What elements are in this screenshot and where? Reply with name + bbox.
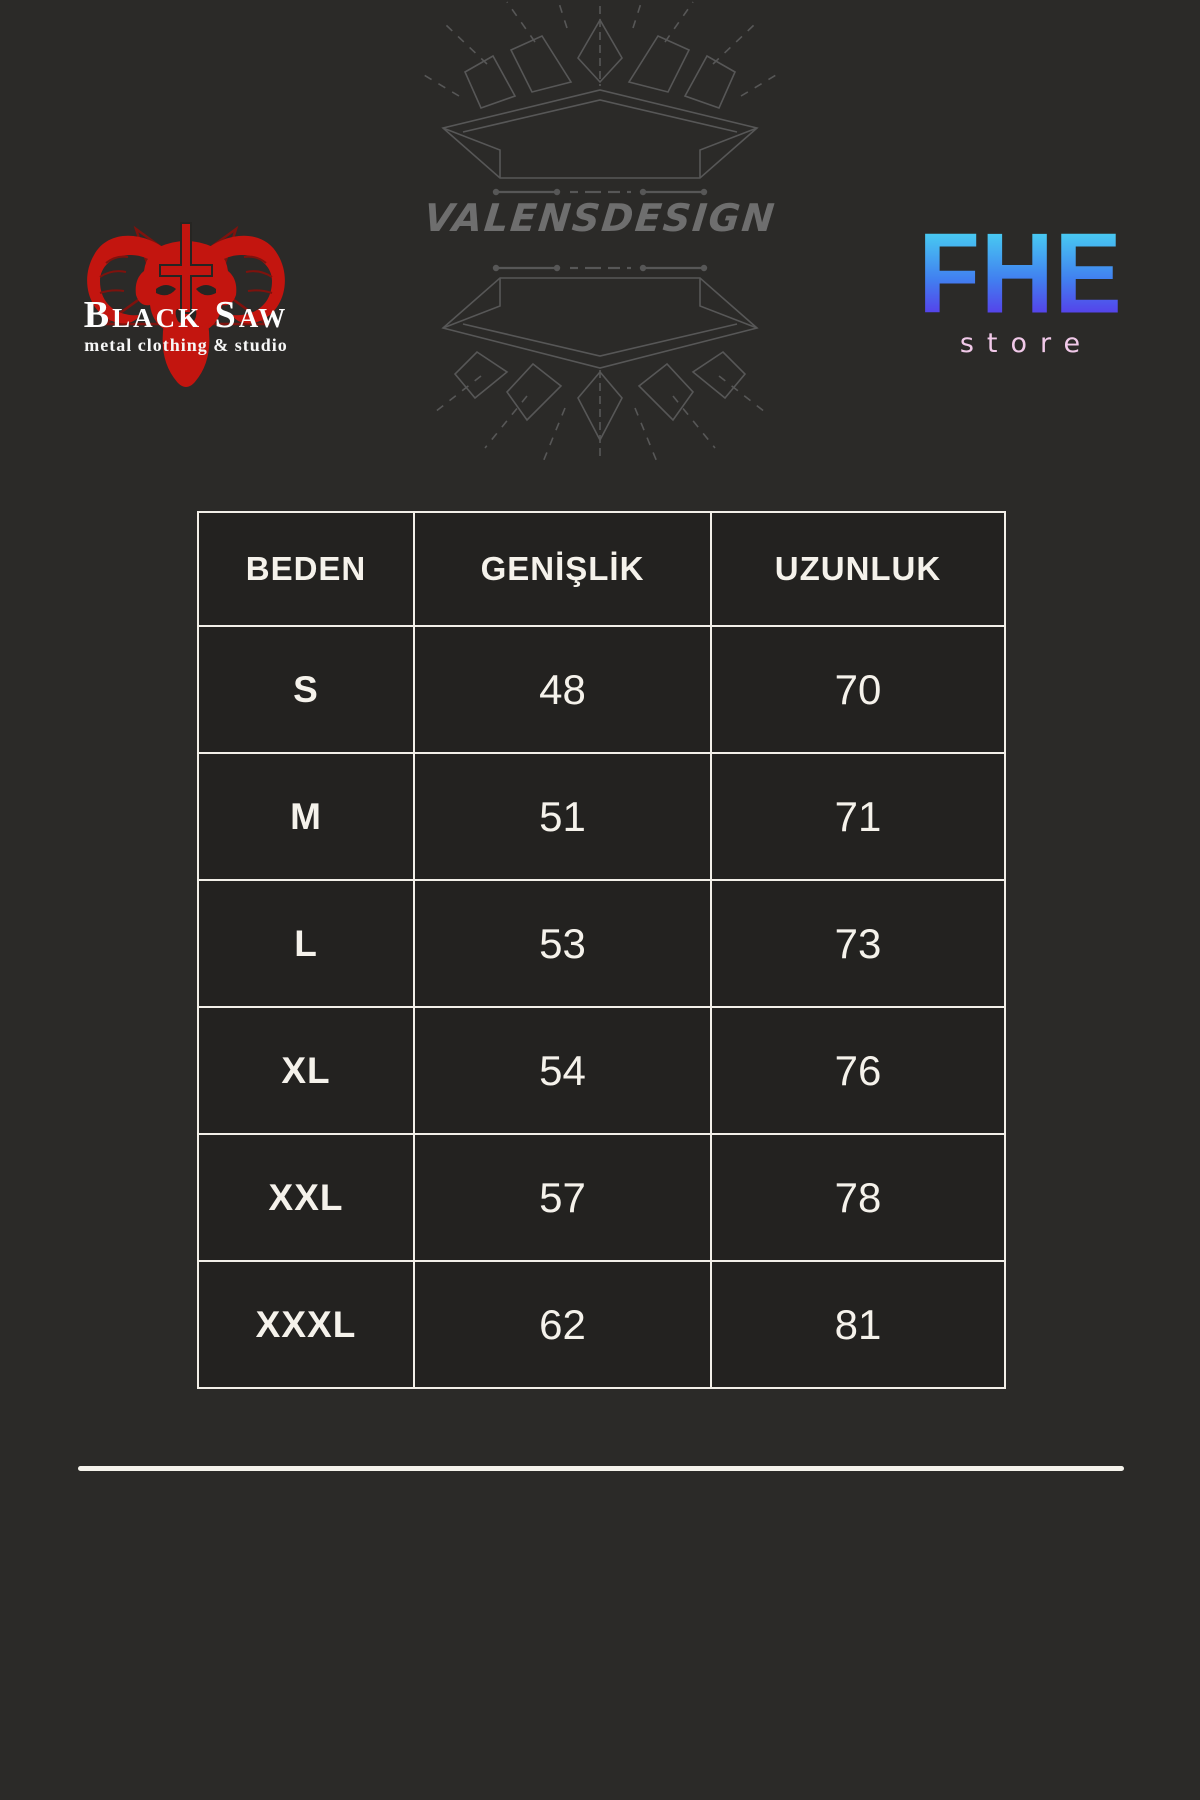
width-cell: 54	[413, 1006, 712, 1135]
width-cell: 57	[413, 1133, 712, 1262]
size-cell: XXL	[197, 1133, 415, 1262]
column-header-uzunluk: UZUNLUK	[710, 511, 1006, 627]
table-row: XXXL 62 81	[197, 1260, 1006, 1389]
bottom-divider	[78, 1466, 1124, 1471]
size-chart-table: BEDEN GENİŞLİK UZUNLUK S 48 70 M 51 71 L…	[197, 511, 1006, 1389]
length-cell: 76	[710, 1006, 1006, 1135]
column-header-beden: BEDEN	[197, 511, 415, 627]
black-saw-tagline: metal clothing & studio	[84, 335, 288, 355]
table-row: M 51 71	[197, 752, 1006, 881]
width-cell: 53	[413, 879, 712, 1008]
length-cell: 78	[710, 1133, 1006, 1262]
table-row: XXL 57 78	[197, 1133, 1006, 1262]
size-cell: XXXL	[197, 1260, 415, 1389]
length-cell: 73	[710, 879, 1006, 1008]
width-cell: 51	[413, 752, 712, 881]
width-cell: 48	[413, 625, 712, 754]
valensdesign-title: VALENSDESIGN	[421, 196, 779, 240]
valensdesign-ornament-icon	[418, 0, 782, 463]
length-cell: 71	[710, 752, 1006, 881]
length-cell: 70	[710, 625, 1006, 754]
size-cell: S	[197, 625, 415, 754]
fhe-store-logo: FHE store	[900, 210, 1140, 359]
width-cell: 62	[413, 1260, 712, 1389]
valensdesign-logo: VALENSDESIGN	[415, 0, 785, 470]
length-cell: 81	[710, 1260, 1006, 1389]
column-header-genislik: GENİŞLİK	[413, 511, 712, 627]
fhe-subtitle: store	[959, 328, 1094, 359]
black-saw-title: Black Saw	[83, 294, 289, 336]
black-saw-logo: Black Saw metal clothing & studio	[36, 213, 336, 398]
fhe-title: FHE	[917, 210, 1123, 338]
ram-skull-pentagram-icon	[87, 222, 285, 388]
table-row: S 48 70	[197, 625, 1006, 754]
size-cell: L	[197, 879, 415, 1008]
table-header-row: BEDEN GENİŞLİK UZUNLUK	[197, 511, 1006, 627]
size-cell: M	[197, 752, 415, 881]
table-row: XL 54 76	[197, 1006, 1006, 1135]
table-row: L 53 73	[197, 879, 1006, 1008]
size-cell: XL	[197, 1006, 415, 1135]
